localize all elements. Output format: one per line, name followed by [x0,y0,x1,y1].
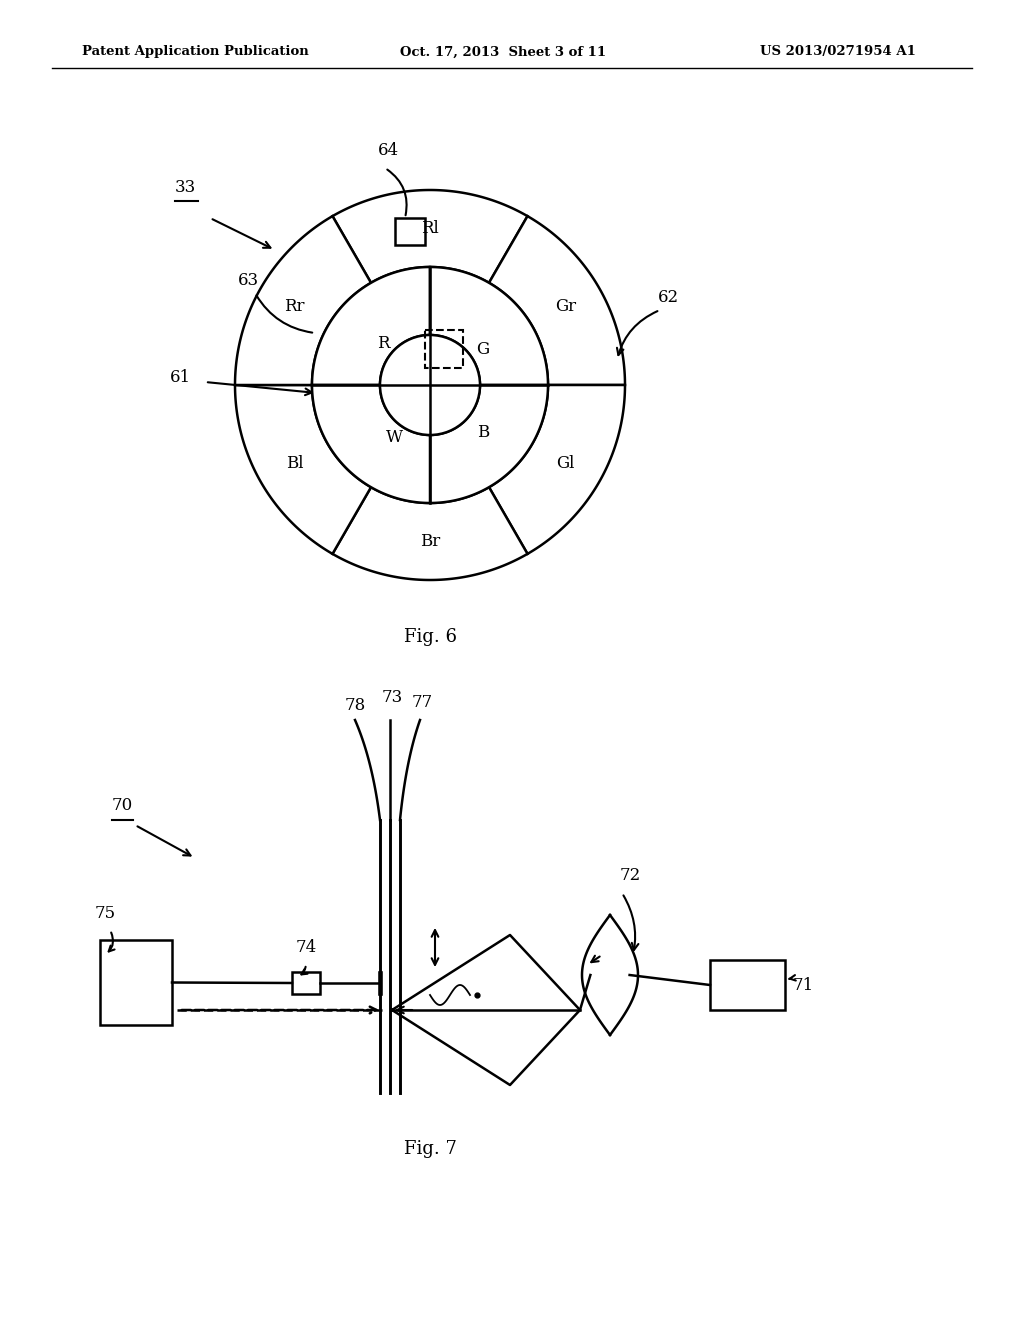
Polygon shape [234,216,371,385]
Text: 63: 63 [238,272,259,289]
Text: 73: 73 [382,689,403,706]
Polygon shape [312,385,430,503]
Bar [292,972,319,994]
Text: 61: 61 [170,370,191,385]
Text: Gl: Gl [556,455,574,471]
Text: 71: 71 [793,977,814,994]
Text: Fig. 6: Fig. 6 [403,628,457,645]
Text: R: R [377,335,389,352]
Bar [100,940,172,1026]
Text: 64: 64 [378,143,399,158]
Text: Patent Application Publication: Patent Application Publication [82,45,309,58]
Circle shape [380,335,480,436]
Polygon shape [489,216,625,385]
Text: 75: 75 [95,906,116,921]
Polygon shape [430,385,548,503]
Text: G: G [476,342,489,358]
Text: Bl: Bl [286,455,303,471]
Text: 78: 78 [345,697,367,714]
Polygon shape [489,385,625,554]
Polygon shape [333,487,527,579]
Bar [425,330,463,368]
Text: W: W [386,429,403,446]
Text: Rr: Rr [285,298,305,315]
Text: B: B [477,424,489,441]
Text: 70: 70 [112,797,133,814]
Bar [395,218,425,246]
Polygon shape [234,385,371,554]
Text: 33: 33 [175,180,197,195]
Text: 77: 77 [412,694,433,711]
Polygon shape [333,190,527,282]
Text: Oct. 17, 2013  Sheet 3 of 11: Oct. 17, 2013 Sheet 3 of 11 [400,45,606,58]
Text: Gr: Gr [555,298,577,315]
Text: Br: Br [420,533,440,550]
Text: Rl: Rl [421,220,439,238]
Bar [710,960,785,1010]
Text: 72: 72 [620,867,641,884]
Text: Fig. 7: Fig. 7 [403,1140,457,1158]
Text: 62: 62 [658,289,679,306]
Polygon shape [312,267,430,385]
Text: US 2013/0271954 A1: US 2013/0271954 A1 [760,45,915,58]
Text: 74: 74 [295,939,316,956]
Polygon shape [430,267,548,385]
